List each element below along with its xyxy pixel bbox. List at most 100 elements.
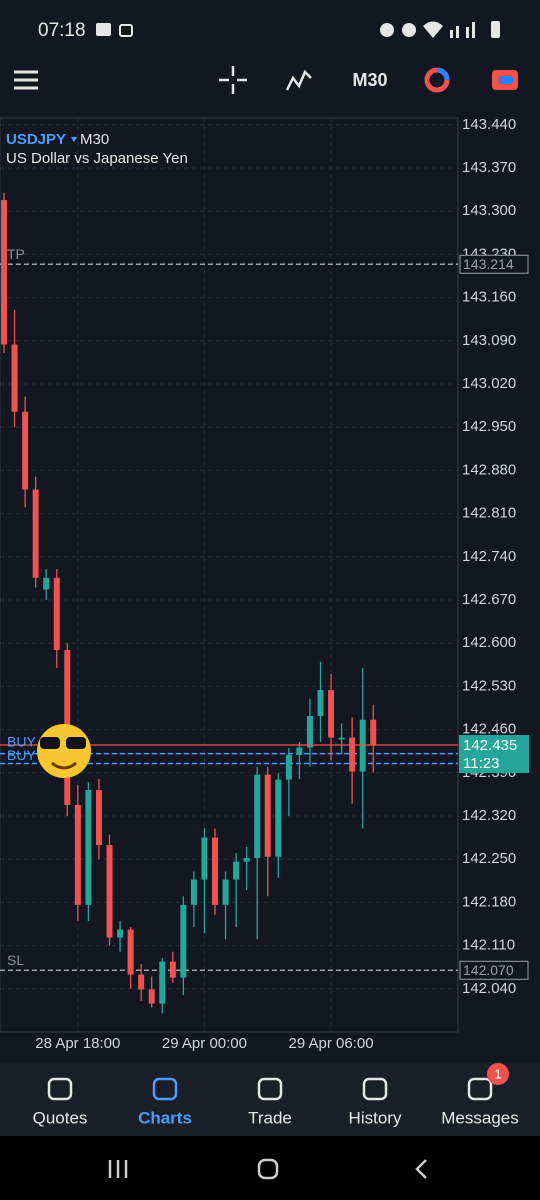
candle-body bbox=[201, 837, 208, 880]
candle-body bbox=[306, 716, 313, 748]
indicators-button[interactable] bbox=[285, 69, 312, 91]
price-box bbox=[459, 735, 529, 774]
y-tick-label: 143.440 bbox=[462, 116, 516, 133]
crosshair-button[interactable] bbox=[219, 66, 247, 94]
y-tick-label: 142.810 bbox=[462, 505, 516, 522]
candle-body bbox=[212, 837, 218, 905]
status-icon bbox=[96, 23, 111, 36]
order-name: BUY bbox=[7, 733, 36, 749]
nav-icon bbox=[362, 1077, 388, 1101]
y-tick-label: 142.460 bbox=[462, 721, 516, 738]
candle-body bbox=[370, 719, 377, 746]
nav-label[interactable]: History bbox=[349, 1108, 402, 1127]
x-tick-label: 29 Apr 06:00 bbox=[289, 1035, 374, 1052]
candle-body bbox=[338, 737, 345, 740]
candle-body bbox=[328, 690, 335, 738]
candle-body bbox=[233, 861, 240, 880]
candle-body bbox=[254, 774, 261, 858]
level-label: 142.070 bbox=[463, 962, 514, 978]
badge-count: 1 bbox=[494, 1066, 501, 1081]
system-buttons[interactable] bbox=[108, 1158, 427, 1180]
candle-body bbox=[222, 879, 229, 905]
price-countdown: 11:23 bbox=[463, 755, 499, 772]
nav-label[interactable]: Quotes bbox=[33, 1108, 88, 1127]
y-tick-label: 142.600 bbox=[462, 634, 516, 651]
chart-symbol: USDJPY bbox=[6, 131, 66, 148]
y-tick-label: 142.040 bbox=[462, 980, 516, 997]
plot-area bbox=[0, 117, 459, 1033]
candle-body bbox=[317, 690, 324, 717]
y-tick-label: 142.950 bbox=[462, 418, 516, 435]
y-tick-label: 142.530 bbox=[462, 677, 516, 694]
order-name: BUY bbox=[7, 747, 36, 763]
system-nav bbox=[0, 1136, 540, 1200]
y-tick-label: 142.320 bbox=[462, 807, 516, 824]
y-tick-label: 143.020 bbox=[462, 375, 516, 392]
candle-body bbox=[106, 845, 113, 938]
candle-body bbox=[74, 804, 81, 905]
nav-label[interactable]: Messages bbox=[441, 1108, 518, 1127]
candle-body bbox=[11, 344, 18, 412]
emoji bbox=[37, 724, 91, 778]
level-box bbox=[459, 960, 529, 980]
y-tick-label: 143.370 bbox=[462, 159, 516, 176]
status-time: 07:18 bbox=[38, 20, 86, 41]
y-tick-label: 142.880 bbox=[462, 461, 516, 478]
candle-body bbox=[53, 577, 60, 650]
candle-body bbox=[85, 790, 92, 905]
level-name: TP bbox=[7, 246, 25, 262]
candle-body bbox=[95, 790, 102, 846]
candle-body bbox=[296, 747, 303, 755]
candle-body bbox=[190, 879, 197, 905]
nav-icon bbox=[152, 1077, 178, 1101]
y-tick-label: 142.250 bbox=[462, 850, 516, 867]
y-tick-label: 142.670 bbox=[462, 591, 516, 608]
y-tick-label: 142.740 bbox=[462, 548, 516, 565]
trade-button-accent bbox=[436, 67, 450, 81]
y-tick-label: 142.110 bbox=[462, 937, 515, 954]
x-tick-label: 29 Apr 00:00 bbox=[162, 1035, 247, 1052]
nav-icon bbox=[467, 1077, 493, 1101]
candle-body bbox=[159, 961, 166, 1004]
nav-items: Quotes Charts Trade History Messages 1 bbox=[33, 1063, 519, 1127]
level-box bbox=[459, 254, 529, 274]
candle-body bbox=[1, 200, 7, 345]
nav-label[interactable]: Trade bbox=[248, 1108, 292, 1127]
candle-body bbox=[275, 779, 282, 857]
price-label: 142.435 bbox=[463, 737, 517, 754]
candle-body bbox=[43, 577, 50, 590]
status-icon bbox=[119, 24, 133, 37]
candle-body bbox=[180, 904, 187, 978]
chart-timeframe: M30 bbox=[80, 131, 109, 148]
candle-body bbox=[264, 774, 271, 857]
symbol-dropdown[interactable] bbox=[71, 137, 77, 142]
y-tick-label: 143.160 bbox=[462, 289, 516, 306]
x-tick-label: 28 Apr 18:00 bbox=[35, 1035, 120, 1052]
timeframe-button[interactable]: M30 bbox=[352, 70, 387, 90]
y-tick-label: 143.090 bbox=[462, 332, 516, 349]
one-click-accent bbox=[499, 76, 513, 84]
candle-body bbox=[148, 989, 155, 1004]
y-tick-label: 142.180 bbox=[462, 893, 516, 910]
candle-body bbox=[285, 754, 292, 780]
status-icons bbox=[380, 21, 500, 38]
menu-button[interactable] bbox=[14, 70, 38, 90]
nav-icon bbox=[257, 1077, 283, 1101]
nav-icon bbox=[47, 1077, 73, 1101]
candle-body bbox=[22, 411, 29, 490]
candle-body bbox=[169, 961, 176, 978]
level-label: 143.214 bbox=[463, 256, 514, 272]
chart-subtitle: US Dollar vs Japanese Yen bbox=[6, 150, 188, 167]
level-name: SL bbox=[7, 952, 24, 968]
candle-body bbox=[349, 737, 356, 772]
candle-body bbox=[359, 719, 366, 772]
candle-body bbox=[243, 857, 250, 862]
candle-body bbox=[117, 929, 124, 938]
candle-body bbox=[127, 929, 134, 975]
badge bbox=[487, 1063, 509, 1085]
y-tick-label: 143.300 bbox=[462, 202, 516, 219]
candle-body bbox=[32, 489, 39, 578]
nav-label[interactable]: Charts bbox=[138, 1108, 192, 1127]
